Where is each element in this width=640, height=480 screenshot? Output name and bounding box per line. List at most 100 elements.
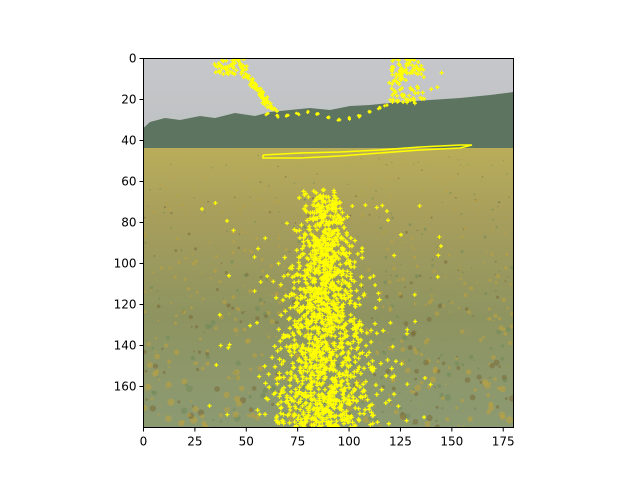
- field-texture-dot: [478, 338, 483, 343]
- marker-plus: [300, 378, 305, 383]
- field-texture-dot: [463, 293, 468, 298]
- field-texture-dot: [414, 349, 419, 355]
- marker-plus: [356, 356, 361, 361]
- marker-plus: [305, 369, 310, 374]
- marker-plus: [359, 282, 364, 288]
- marker-overlay: [200, 58, 444, 428]
- field-texture-dot: [382, 231, 385, 234]
- field-texture-dot: [502, 160, 505, 162]
- field-texture-dot: [195, 367, 200, 372]
- marker-plus: [326, 290, 331, 295]
- marker-plus: [344, 230, 349, 235]
- field-texture-dot: [170, 211, 173, 215]
- marker-plus: [310, 202, 316, 208]
- field-texture-dot: [425, 201, 428, 204]
- field-texture-dot: [316, 173, 318, 175]
- x-axis: 0 25 50 75 100 125 150 175: [140, 427, 515, 449]
- field-texture-dot: [487, 317, 490, 321]
- field-texture-dot: [186, 287, 191, 291]
- field-texture-dot: [294, 231, 297, 234]
- marker-plus: [307, 216, 313, 221]
- field-texture-dot: [222, 299, 227, 305]
- field-texture-dot: [463, 166, 465, 168]
- marker-plus: [216, 61, 221, 66]
- marker-plus: [312, 252, 317, 257]
- marker-plus: [311, 342, 316, 347]
- marker-plus: [321, 307, 326, 312]
- field-texture-dot: [236, 334, 238, 336]
- marker-plus: [354, 334, 359, 339]
- field-texture-dot: [483, 262, 485, 265]
- marker-plus: [343, 280, 348, 285]
- marker-plus: [346, 393, 351, 399]
- marker-plus: [276, 114, 280, 117]
- field-texture-dot: [492, 320, 494, 322]
- field-texture-dot: [413, 302, 417, 306]
- field-texture-dot: [165, 415, 172, 422]
- marker-plus: [320, 408, 326, 413]
- marker-plus: [335, 242, 341, 247]
- field-texture-dot: [402, 335, 408, 341]
- marker-plus: [213, 70, 218, 75]
- marker-plus: [404, 331, 409, 336]
- field-texture-dot: [283, 288, 287, 291]
- marker-plus: [298, 397, 303, 402]
- marker-plus: [291, 399, 297, 404]
- field-texture-dot: [300, 385, 305, 390]
- marker-plus: [277, 357, 282, 362]
- marker-plus: [351, 339, 356, 344]
- marker-plus: [359, 274, 364, 280]
- marker-plus: [429, 87, 434, 92]
- marker-plus: [362, 407, 368, 412]
- field-texture-dot: [160, 183, 162, 186]
- marker-plus: [300, 305, 305, 310]
- field-texture-dot: [437, 247, 441, 251]
- field-texture-dot: [507, 366, 509, 368]
- marker-plus: [339, 218, 344, 223]
- field-texture-dot: [149, 285, 154, 290]
- field-texture-dot: [167, 359, 172, 364]
- marker-plus: [334, 315, 339, 321]
- marker-plus: [410, 63, 415, 68]
- field-texture-dot: [153, 255, 156, 257]
- marker-plus: [304, 317, 309, 322]
- marker-plus: [303, 346, 308, 352]
- field-texture-dot: [184, 256, 188, 260]
- field-texture-dot: [464, 377, 471, 383]
- marker-plus: [289, 375, 294, 381]
- field-texture-dot: [497, 205, 499, 208]
- field-texture-dot: [144, 390, 147, 393]
- marker-plus: [415, 84, 420, 89]
- marker-plus: [297, 368, 302, 373]
- marker-plus: [349, 413, 354, 418]
- marker-plus: [323, 317, 328, 322]
- field-texture-dot: [414, 384, 422, 392]
- marker-plus: [336, 231, 341, 236]
- field-texture-dot: [454, 361, 460, 366]
- field-texture-dot: [446, 270, 448, 272]
- field-texture-dot: [437, 384, 442, 388]
- field-texture-dot: [166, 187, 169, 190]
- x-tick-label: 150: [440, 435, 463, 449]
- marker-plus: [315, 347, 320, 352]
- marker-plus: [311, 349, 316, 354]
- field-texture-dot: [495, 265, 497, 267]
- marker-plus: [309, 393, 314, 398]
- marker-plus: [335, 213, 341, 218]
- marker-plus: [358, 327, 363, 332]
- marker-plus: [327, 350, 333, 355]
- marker-plus: [292, 419, 297, 425]
- field-texture-dot: [233, 395, 241, 403]
- field-texture-dot: [255, 237, 259, 240]
- marker-plus: [364, 353, 369, 358]
- field-texture-dot: [250, 412, 256, 419]
- marker-plus: [281, 412, 286, 417]
- marker-plus: [341, 324, 346, 330]
- marker-plus: [304, 364, 309, 369]
- marker-plus: [284, 221, 289, 226]
- field-texture-dot: [414, 274, 419, 279]
- marker-plus: [347, 243, 352, 249]
- x-tick-label: 0: [140, 435, 148, 449]
- field-texture-dot: [371, 211, 373, 213]
- field-texture-dot: [260, 302, 264, 306]
